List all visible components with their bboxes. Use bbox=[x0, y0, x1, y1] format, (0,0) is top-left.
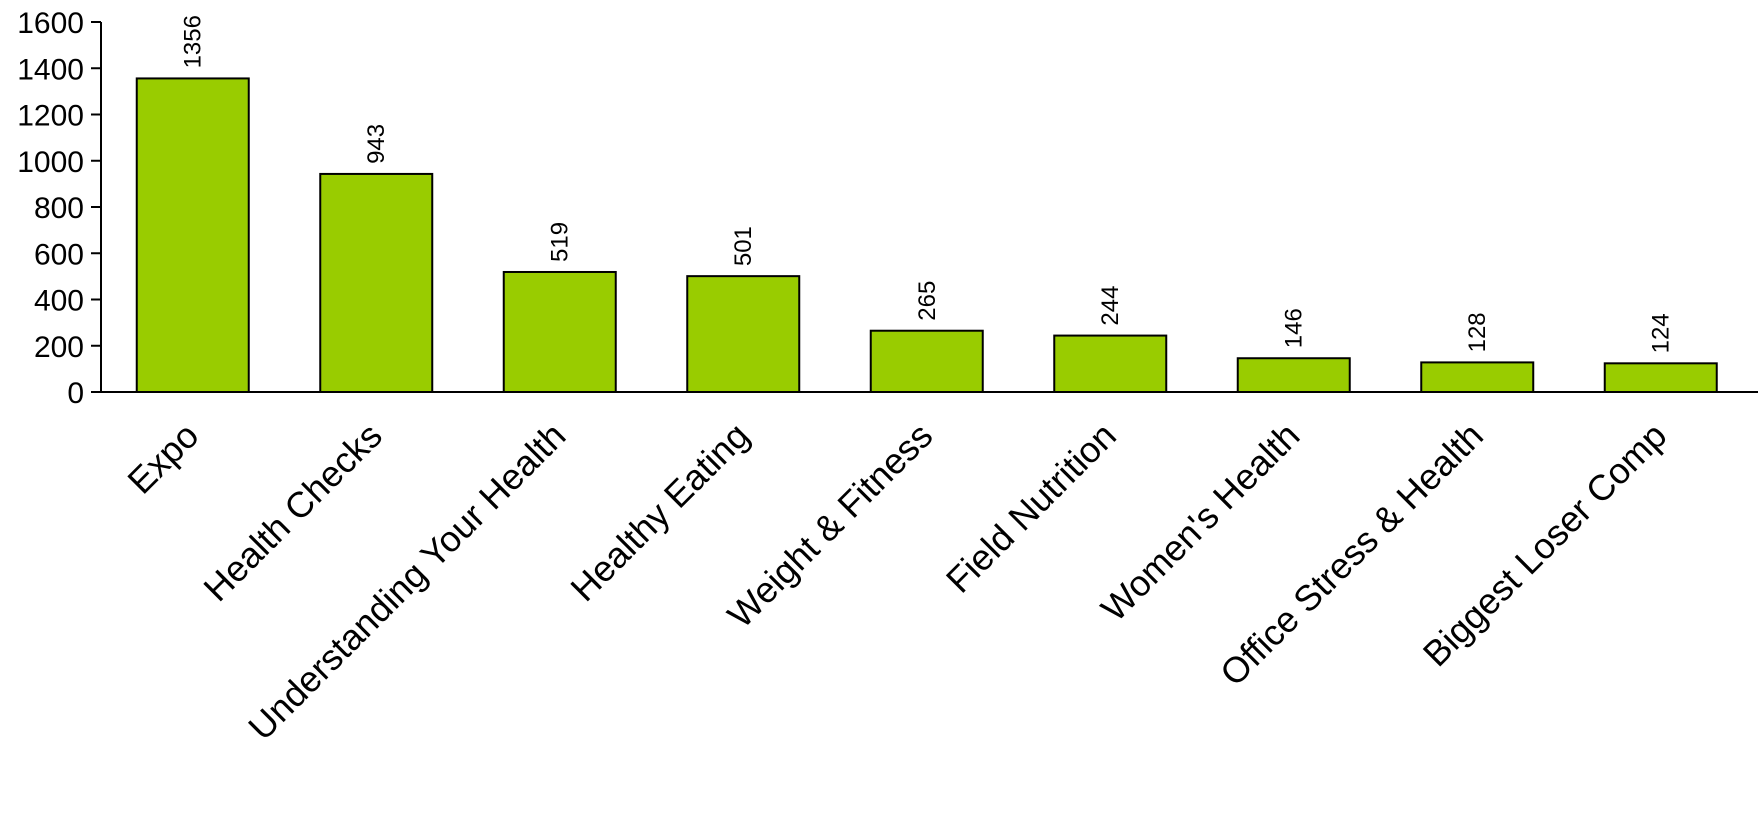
bar bbox=[686, 275, 801, 393]
bar bbox=[502, 270, 617, 394]
bar bbox=[1603, 362, 1718, 394]
data-label: 943 bbox=[363, 124, 390, 164]
x-category-label: Expo bbox=[119, 415, 206, 502]
x-category-label: Health Checks bbox=[195, 415, 390, 610]
y-tick-label: 600 bbox=[34, 238, 84, 271]
y-tick-label: 800 bbox=[34, 192, 84, 225]
y-tick-label: 200 bbox=[34, 331, 84, 364]
data-label: 519 bbox=[547, 222, 574, 262]
y-axis: 0 200 400 600 800 1000 1200 1400 1600 bbox=[17, 7, 102, 410]
y-tick-label: 1000 bbox=[17, 146, 84, 179]
data-label: 124 bbox=[1648, 313, 1675, 353]
bar bbox=[1236, 357, 1351, 393]
data-label: 1356 bbox=[180, 15, 207, 68]
x-category-label: Understanding Your Health bbox=[240, 415, 573, 748]
y-tick-label: 1200 bbox=[17, 100, 84, 133]
bar bbox=[1053, 334, 1168, 394]
data-label: 244 bbox=[1097, 286, 1124, 326]
bars-group bbox=[135, 77, 1718, 394]
value-labels-group: 1356 943 519 501 265 244 146 128 124 bbox=[180, 15, 1675, 353]
x-category-label: Field Nutrition bbox=[938, 415, 1124, 601]
data-label: 265 bbox=[914, 281, 941, 321]
y-tick-label: 0 bbox=[67, 377, 84, 410]
x-category-label: Healthy Eating bbox=[562, 415, 757, 610]
bar bbox=[135, 77, 250, 394]
data-label: 128 bbox=[1464, 312, 1491, 352]
bar bbox=[319, 172, 434, 393]
y-tick-label: 400 bbox=[34, 285, 84, 318]
bar bbox=[1420, 361, 1535, 393]
x-category-label: Women's Health bbox=[1093, 415, 1307, 629]
data-label: 501 bbox=[730, 226, 757, 266]
y-tick-label: 1600 bbox=[17, 7, 84, 40]
data-label: 146 bbox=[1281, 308, 1308, 348]
bar bbox=[869, 329, 984, 393]
y-tick-label: 1400 bbox=[17, 53, 84, 86]
